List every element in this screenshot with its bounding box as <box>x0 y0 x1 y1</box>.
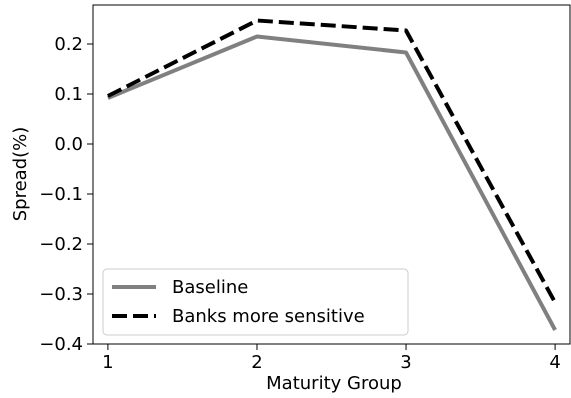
y-axis-label: Spread(%) <box>10 127 31 222</box>
y-tick-label: −0.1 <box>39 184 83 205</box>
y-tick-label: −0.3 <box>39 284 83 305</box>
x-tick-label: 3 <box>400 352 411 373</box>
x-tick-label: 2 <box>251 352 262 373</box>
series-line-banks-more-sensitive <box>106 18 557 304</box>
plot-frame <box>92 4 571 345</box>
legend-label-baseline: Baseline <box>172 277 248 298</box>
y-tick-label: −0.2 <box>39 234 83 255</box>
x-tick-label: 4 <box>549 352 560 373</box>
x-tick-label: 1 <box>102 352 113 373</box>
y-tick-label: 0.2 <box>54 34 83 55</box>
series-layer <box>106 18 557 331</box>
legend-box <box>102 268 409 336</box>
x-axis-ticks: 1 2 3 4 <box>102 344 561 373</box>
y-axis-ticks: 0.2 0.1 0.0 −0.1 −0.2 −0.3 −0.4 <box>39 34 93 355</box>
y-tick-label: −0.4 <box>39 334 83 355</box>
y-tick-label: 0.0 <box>54 134 83 155</box>
legend-label-banks-more-sensitive: Banks more sensitive <box>172 306 365 327</box>
x-axis-label: Maturity Group <box>266 373 402 394</box>
y-tick-label: 0.1 <box>54 84 83 105</box>
series-line-baseline <box>107 34 557 331</box>
legend: Baseline Banks more sensitive <box>102 268 409 336</box>
